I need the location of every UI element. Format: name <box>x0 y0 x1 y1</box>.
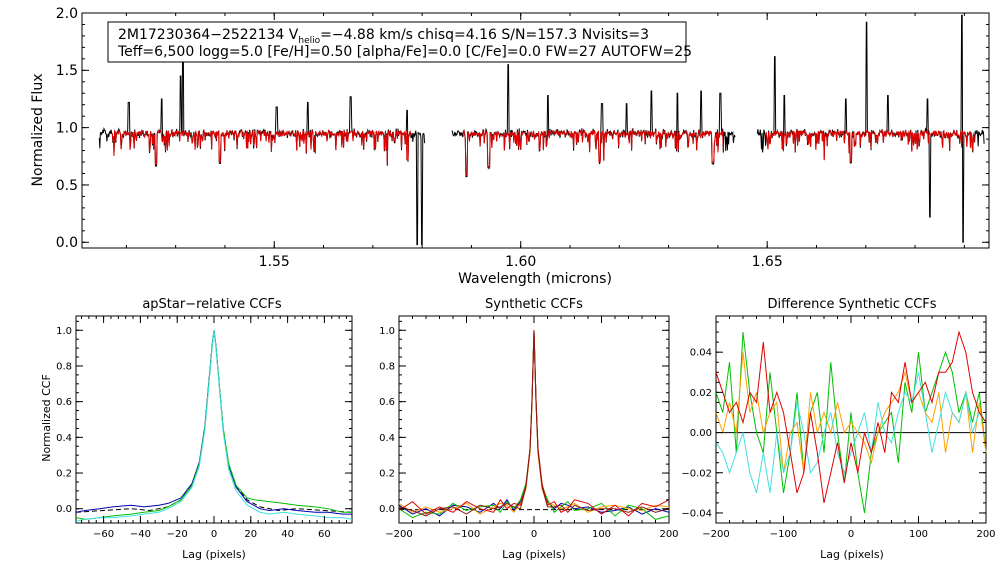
spectrum-y-label: Normalized Flux <box>30 74 46 187</box>
p2-ytick-label-1: 0.2 <box>379 469 395 480</box>
p3-series-4-line <box>715 330 987 504</box>
p1-series-2-line <box>75 330 352 520</box>
spectrum-model-chip-0 <box>111 128 412 165</box>
p0-ytick-label-4: 2.0 <box>56 6 78 22</box>
p3-xtick-label-1: −100 <box>770 529 797 540</box>
p3-xtick-label-4: 200 <box>976 529 995 540</box>
p3-ytick-label-2: 0.00 <box>690 428 712 439</box>
p2-ytick-label-2: 0.4 <box>379 433 395 444</box>
ccf-panel-1-plot: −60 −40 −20 0 20 40 60 0.0 0.2 0.4 0.6 0.8 1.0 <box>56 316 353 540</box>
spectrum-series-group <box>98 14 985 246</box>
p0-xtick-label-1: 1.60 <box>505 254 536 270</box>
p0-ytick-label-1: 0.5 <box>56 178 78 194</box>
p1-xtick-label-4: 20 <box>244 529 257 540</box>
info-box <box>107 21 687 63</box>
ccf-panel-1-title: apStar−relative CCFs <box>142 297 282 312</box>
p1-ytick-label-4: 0.8 <box>56 361 72 372</box>
ccf-panel-synthetic: Synthetic CCFs −200 −100 0 100 200 0.0 0.2 0.4 0… <box>379 297 678 561</box>
p0-xtick-label-0: 1.55 <box>259 254 290 270</box>
p3-xtick-label-2: 0 <box>848 529 854 540</box>
spectrum-x-label: Wavelength (microns) <box>458 271 612 287</box>
p0-xtick-label-2: 1.65 <box>752 254 783 270</box>
p1-series-0-line <box>75 330 353 513</box>
p1-series-1-line <box>75 330 352 515</box>
info-line-1-subscript: helio <box>298 36 320 46</box>
p2-series-3-line <box>398 332 670 515</box>
info-line-1-post: =−4.88 km/s chisq=4.16 S/N=157.3 Nvisits… <box>320 27 649 43</box>
p3-series-1-line <box>715 332 987 514</box>
ccf-panel-1-frame <box>75 315 353 524</box>
ccf-panel-3-x-label: Lag (pixels) <box>820 548 884 561</box>
info-line-1-pre: 2M17230364−2522134 V <box>118 27 299 43</box>
p3-xtick-label-3: 100 <box>909 529 928 540</box>
p1-xtick-label-5: 40 <box>281 529 294 540</box>
spectrum-model-chip-1 <box>462 128 724 177</box>
p1-ytick-label-5: 1.0 <box>56 326 72 337</box>
p2-series-1-line <box>398 330 670 517</box>
spectrum-observed-chip-2 <box>756 14 985 243</box>
ccf-panel-2-title: Synthetic CCFs <box>485 297 583 312</box>
spectrum-model-chip-2 <box>765 128 976 163</box>
p1-ytick-label-2: 0.4 <box>56 433 72 444</box>
p3-ytick-label-1: −0.02 <box>681 468 712 479</box>
p1-ytick-label-0: 0.0 <box>56 504 72 515</box>
p3-ytick-label-4: 0.04 <box>690 348 712 359</box>
p1-xtick-label-3: 0 <box>211 529 217 540</box>
p3-ytick-label-0: −0.04 <box>681 508 712 519</box>
p2-xtick-label-3: 100 <box>592 529 611 540</box>
ccf-panel-3-plot: −200 −100 0 100 200 −0.04 −0.02 0.00 0.02 0.04 <box>681 316 996 540</box>
p1-series-3-line <box>75 330 353 522</box>
p1-ytick-label-1: 0.2 <box>56 469 72 480</box>
p2-xtick-label-2: 0 <box>531 529 537 540</box>
p3-ytick-label-3: 0.02 <box>690 388 712 399</box>
p1-xtick-label-2: −20 <box>167 529 188 540</box>
p2-ytick-label-0: 0.0 <box>379 504 395 515</box>
ccf-panel-1-y-label: Normalized CCF <box>40 374 53 462</box>
spectrum-axis-ticks: 1.55 1.60 1.65 0.0 0.5 1.0 1.5 2.0 <box>56 6 989 270</box>
ccf-panel-2-x-label: Lag (pixels) <box>502 548 566 561</box>
ccf-panel-apstar: apStar−relative CCFs −60 −40 −20 0 20 40 60 0.0… <box>40 297 353 561</box>
p2-series-4-line <box>398 330 670 517</box>
p2-ytick-label-5: 1.0 <box>379 326 395 337</box>
p0-ytick-label-2: 1.0 <box>56 121 78 137</box>
p0-ytick-label-3: 1.5 <box>56 63 78 79</box>
p2-xtick-label-0: −200 <box>385 529 412 540</box>
info-line-1: 2M17230364−2522134 Vhelio=−4.88 km/s chi… <box>118 27 649 46</box>
p2-xtick-label-1: −100 <box>453 529 480 540</box>
p2-series-2-line <box>398 330 670 520</box>
info-line-2: Teff=6,500 logg=5.0 [Fe/H]=0.50 [alpha/F… <box>117 44 692 60</box>
p2-xtick-label-4: 200 <box>659 529 678 540</box>
p1-xtick-label-6: 60 <box>318 529 331 540</box>
ccf-panel-1-x-label: Lag (pixels) <box>182 548 246 561</box>
p2-ytick-label-4: 0.8 <box>379 361 395 372</box>
p3-xtick-label-0: −200 <box>702 529 729 540</box>
ccf-panel-2-plot: −200 −100 0 100 200 0.0 0.2 0.4 0.6 0.8 1.0 <box>379 316 679 540</box>
p2-ytick-label-3: 0.6 <box>379 397 395 408</box>
p2-series-5-line <box>398 330 670 517</box>
p1-ytick-label-3: 0.6 <box>56 397 72 408</box>
p3-series-3-line <box>715 372 987 494</box>
ccf-panel-difference: Difference Synthetic CCFs −200 −100 0 100 20… <box>681 297 995 561</box>
spectrum-panel: 1.55 1.60 1.65 0.0 0.5 1.0 1.5 2.0 2M17230364−2… <box>30 6 990 287</box>
p0-ytick-label-0: 0.0 <box>56 235 78 251</box>
spectrum-plot-frame <box>81 12 990 249</box>
p1-xtick-label-0: −60 <box>93 529 114 540</box>
p1-xtick-label-1: −40 <box>130 529 151 540</box>
ccf-panel-3-title: Difference Synthetic CCFs <box>767 297 936 312</box>
spectrum-observed-chip-1 <box>451 64 736 178</box>
